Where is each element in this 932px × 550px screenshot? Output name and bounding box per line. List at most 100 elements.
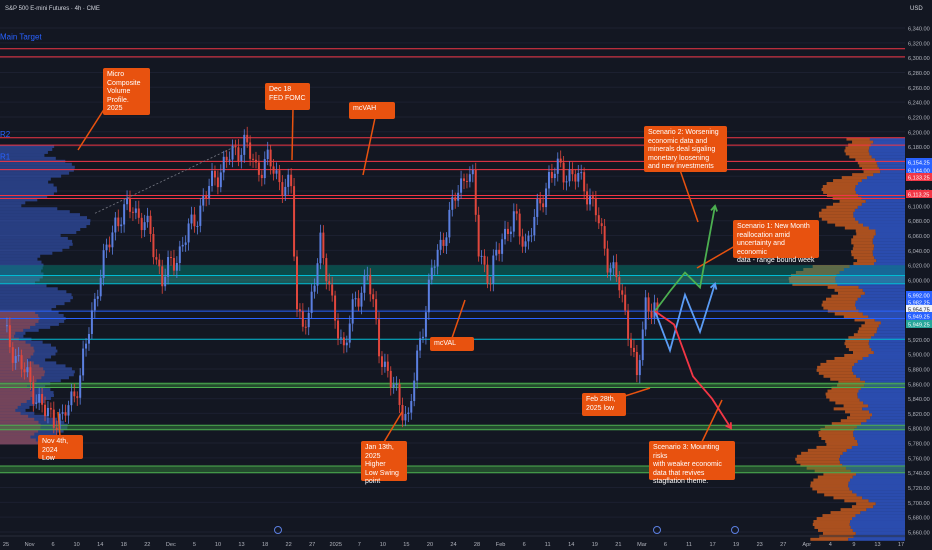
left-volume-bar [0, 251, 53, 255]
candle-body [545, 188, 548, 208]
candle-body [120, 224, 123, 227]
volume-bar [852, 351, 874, 355]
volume-bar [843, 268, 905, 272]
volume-bar [833, 179, 862, 183]
candle-body [609, 268, 612, 273]
candle-body [108, 244, 111, 248]
volume-bar [844, 149, 869, 153]
volume-bar [853, 256, 875, 260]
volume-bar [863, 223, 905, 227]
price-marker-label: 6,154.25 [908, 160, 930, 166]
left-volume-bar [0, 201, 26, 205]
candle-body [193, 214, 196, 227]
candle-body [533, 216, 536, 236]
left-volume-bar [0, 272, 44, 276]
left-volume-bar [0, 426, 41, 430]
candle-body [175, 262, 178, 271]
price-tick-label: 6,280.00 [908, 71, 930, 77]
candle-body [483, 255, 486, 265]
level-label: R1 [0, 152, 11, 161]
volume-bar [827, 389, 859, 393]
volume-bar [850, 478, 905, 482]
price-zone [0, 275, 905, 284]
volume-bar [872, 238, 905, 242]
candle-body [134, 208, 137, 213]
volume-bar [875, 229, 905, 233]
candle-body [105, 244, 108, 251]
candle-body [170, 256, 173, 258]
candle-body [178, 246, 181, 263]
time-tick-label: 22 [144, 542, 150, 548]
candle-body [87, 333, 90, 344]
time-tick-label: 15 [403, 542, 409, 548]
volume-bar [822, 514, 856, 518]
candles [5, 126, 659, 439]
volume-bar [862, 167, 880, 171]
left-volume-bar [0, 266, 43, 270]
candle-body [29, 367, 32, 383]
time-tick-label: 6 [52, 542, 55, 548]
price-tick-label: 5,760.00 [908, 456, 930, 462]
volume-bar [877, 327, 905, 331]
candle-body [433, 266, 436, 268]
volume-bar [817, 365, 853, 369]
candle-body [454, 197, 457, 201]
candle-body [380, 356, 383, 367]
volume-bar [876, 161, 905, 165]
candle-body [518, 213, 521, 237]
volume-bar [856, 472, 905, 476]
candle-body [184, 242, 187, 245]
candle-body [155, 257, 158, 260]
candle-body [395, 383, 398, 385]
time-tick-label: 9 [852, 542, 855, 548]
candle-body [225, 156, 228, 161]
candle-body [363, 275, 366, 293]
volume-bar [869, 339, 905, 343]
candle-body [254, 159, 257, 163]
left-volume-bar [0, 180, 49, 184]
volume-bar [861, 179, 905, 183]
volume-bar [871, 348, 905, 352]
scenario2-callout: Scenario 2: Worsening economic data and … [644, 126, 727, 172]
volume-bar [837, 383, 865, 387]
candle-body [439, 239, 442, 250]
volume-bar [801, 451, 843, 455]
left-volume-bar [0, 293, 72, 297]
volume-bar [851, 238, 873, 242]
candle-body [172, 257, 175, 271]
candle-body [190, 214, 193, 224]
left-volume-bar [0, 168, 74, 172]
candle-body [594, 198, 597, 216]
volume-bar [873, 247, 905, 251]
left-volume-bar [0, 192, 54, 196]
left-volume-bar [0, 278, 40, 282]
left-volume-bar [0, 349, 35, 353]
candle-body [328, 281, 331, 285]
time-tick-label: 17 [709, 542, 715, 548]
candle-body [474, 169, 477, 215]
volume-bar [852, 475, 905, 479]
candle-body [281, 182, 284, 196]
candle-body [208, 186, 211, 199]
left-volume-bar [0, 236, 68, 240]
candle-body [398, 383, 401, 405]
volume-bar [829, 398, 860, 402]
left-volume-bar [0, 429, 39, 433]
price-tick-label: 6,300.00 [908, 56, 930, 62]
volume-bar [868, 499, 905, 503]
candle-body [213, 170, 216, 178]
time-tick-label: 21 [615, 542, 621, 548]
time-tick-label: 6 [664, 542, 667, 548]
candle-body [612, 262, 615, 269]
time-tick-label: 11 [545, 542, 551, 548]
currency-label[interactable]: USD [910, 6, 923, 12]
volume-bar [857, 392, 905, 396]
candle-body [512, 211, 515, 232]
candle-body [345, 342, 348, 346]
volume-bar [848, 348, 872, 352]
left-volume-bar [0, 228, 81, 231]
candle-body [313, 285, 316, 292]
volume-bar [863, 170, 881, 174]
